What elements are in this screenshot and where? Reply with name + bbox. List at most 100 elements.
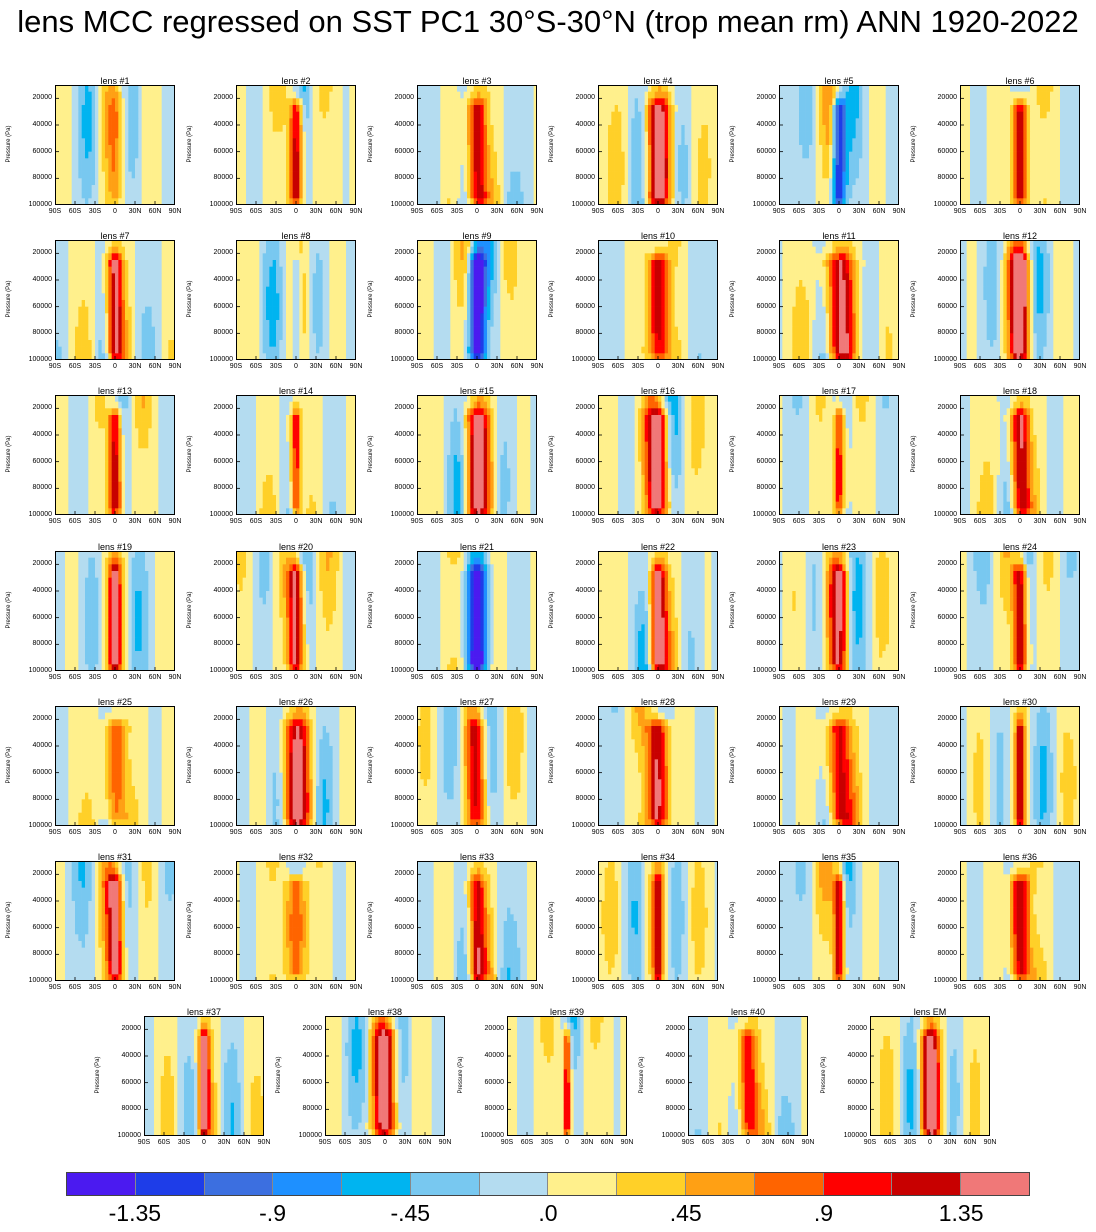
heatmap-cell [75, 185, 79, 192]
heatmap-cell [71, 313, 76, 321]
heatmap-cell [611, 145, 615, 152]
heatmap-cell [289, 171, 293, 179]
heatmap-cell [302, 280, 307, 287]
heatmap-cell [437, 191, 441, 199]
heatmap-cell [98, 286, 102, 294]
heatmap-cell [691, 98, 695, 106]
heatmap-cell [963, 85, 967, 92]
y-axis-label: Pressure (Pa) [6, 114, 12, 174]
heatmap-cell [785, 125, 790, 132]
heatmap-cell [845, 85, 850, 92]
heatmap-cell [694, 138, 699, 146]
heatmap-cell [1033, 118, 1037, 126]
heatmap-cell [621, 198, 625, 205]
heatmap-cell [895, 138, 899, 146]
heatmap-cell [269, 198, 273, 205]
heatmap-cell [437, 158, 441, 166]
heatmap-cell [282, 273, 287, 281]
heatmap-cell [624, 185, 629, 192]
heatmap-cell [151, 353, 156, 360]
heatmap-cell [638, 111, 642, 119]
heatmap-cell [316, 165, 320, 172]
heatmap-cell [1066, 125, 1071, 132]
heatmap-cell [309, 260, 313, 267]
heatmap-cell [1026, 85, 1031, 92]
heatmap-cell [65, 266, 69, 274]
heatmap-cell [1043, 171, 1047, 179]
heatmap-cell [631, 158, 635, 166]
heatmap-cell [171, 98, 175, 106]
heatmap-cell [1040, 158, 1044, 166]
heatmap-cell [470, 158, 474, 166]
heatmap-cell [618, 118, 622, 126]
heatmap-cell [1020, 111, 1024, 119]
heatmap-cell [859, 191, 863, 199]
heatmap-cell [795, 151, 800, 159]
heatmap-cell [95, 98, 99, 106]
heatmap-cell [165, 260, 169, 267]
heatmap-cell [135, 178, 139, 186]
heatmap-cell [460, 151, 464, 159]
heatmap-cell [845, 158, 850, 166]
heatmap-cell [91, 240, 96, 247]
heatmap-cell [678, 158, 682, 166]
heatmap-cell [128, 145, 132, 152]
heatmap-cell [125, 198, 129, 205]
heatmap-cell [346, 138, 350, 146]
heatmap-cell [319, 125, 323, 132]
heatmap-cell [865, 118, 870, 126]
heatmap-cell [658, 91, 662, 99]
heatmap-cell [138, 98, 142, 106]
heatmap-cell [839, 191, 843, 199]
heatmap-cell [239, 198, 243, 205]
heatmap-cell [165, 340, 169, 347]
heatmap-cell [1006, 125, 1011, 132]
heatmap-cell [249, 105, 253, 112]
heatmap-cell [875, 91, 880, 99]
heatmap-cell [527, 178, 531, 186]
heatmap-cell [832, 171, 836, 179]
heatmap-cell [832, 105, 836, 112]
heatmap-cell [684, 138, 689, 146]
heatmap-cell [171, 131, 175, 139]
heatmap-cell [115, 131, 119, 139]
heatmap-cell [148, 320, 152, 327]
heatmap-cell [299, 178, 303, 186]
heatmap-cell [457, 91, 461, 99]
heatmap-cell [105, 293, 109, 301]
heatmap-cell [423, 91, 428, 99]
heatmap-cell [470, 151, 474, 159]
heatmap-cell [115, 198, 119, 205]
heatmap-cell [644, 98, 649, 106]
heatmap-cell [329, 273, 333, 281]
heatmap-cell [976, 165, 981, 172]
heatmap-cell [1050, 185, 1054, 192]
heatmap-cell [859, 165, 863, 172]
heatmap-cell [121, 171, 126, 179]
heatmap-cell [845, 125, 850, 132]
heatmap-cell [155, 198, 159, 205]
heatmap-cell [1000, 191, 1004, 199]
heatmap-cell [785, 131, 790, 139]
heatmap-cell [420, 198, 424, 205]
heatmap-cell [427, 85, 431, 92]
heatmap-cell [88, 326, 92, 334]
heatmap-cell [1030, 125, 1034, 132]
heatmap-cell [276, 118, 280, 126]
heatmap-cell [111, 158, 116, 166]
heatmap-cell [276, 85, 280, 92]
heatmap-cell [651, 105, 655, 112]
heatmap-cell [336, 98, 340, 106]
heatmap-cell [480, 118, 484, 126]
heatmap-cell [309, 198, 313, 205]
heatmap-cell [711, 105, 715, 112]
heatmap-cell [165, 353, 169, 360]
heatmap-cell [65, 340, 69, 347]
heatmap-cell [530, 131, 534, 139]
heatmap-cell [849, 131, 853, 139]
heatmap-cell [701, 151, 705, 159]
heatmap-cell [286, 91, 290, 99]
heatmap-cell [81, 300, 86, 307]
heatmap-cell [510, 111, 514, 119]
heatmap-cell [88, 151, 92, 159]
